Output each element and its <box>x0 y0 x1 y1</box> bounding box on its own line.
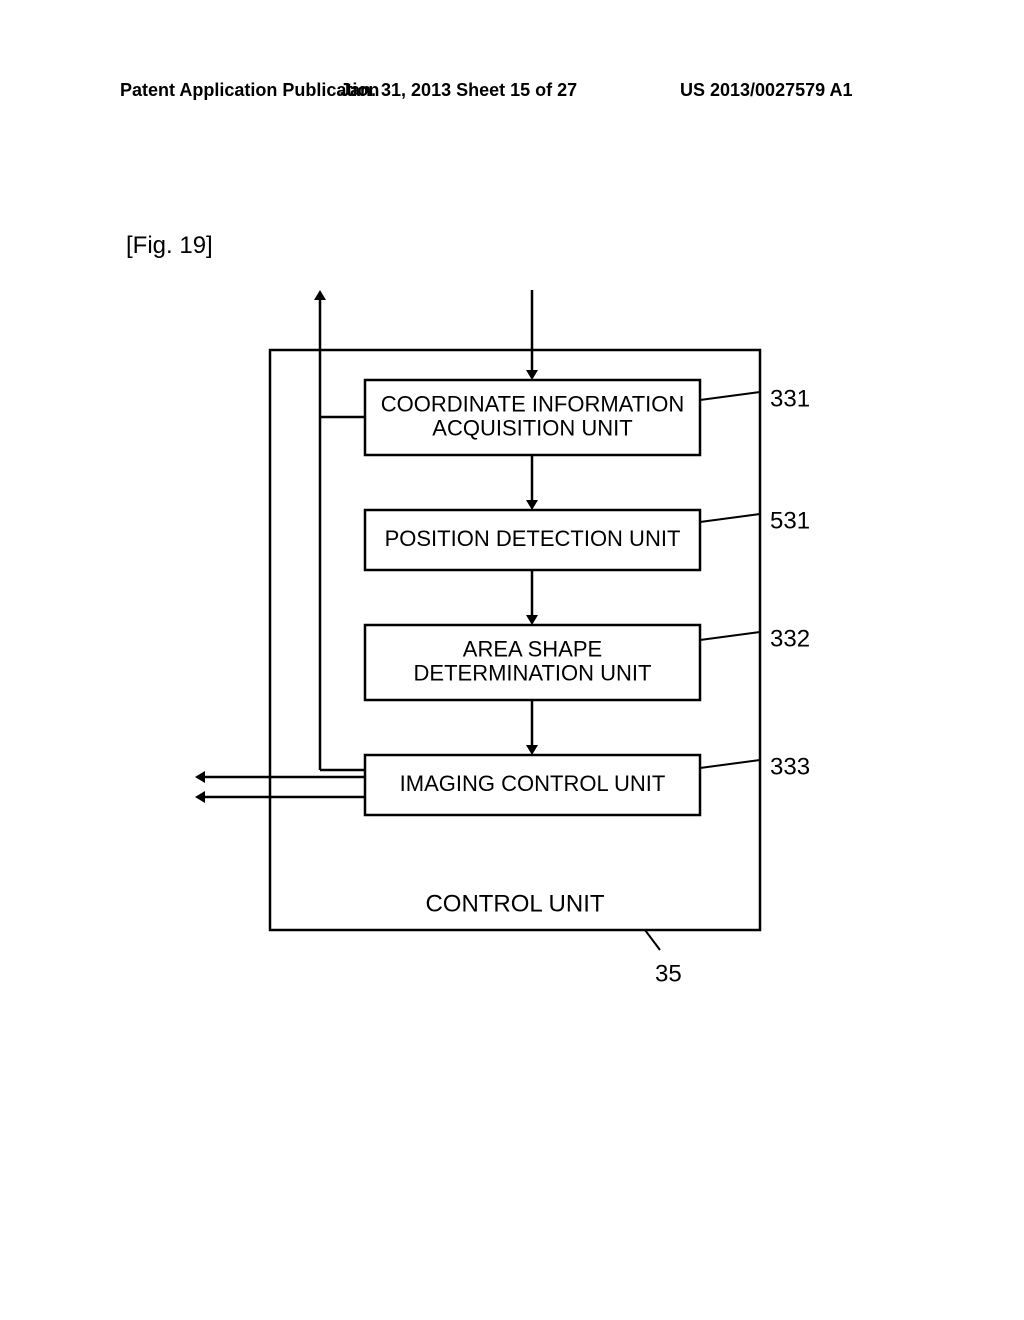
figure-label: [Fig. 19] <box>126 232 213 260</box>
svg-text:POSITION DETECTION UNIT: POSITION DETECTION UNIT <box>385 526 681 551</box>
svg-text:531: 531 <box>770 507 810 534</box>
svg-text:AREA SHAPE: AREA SHAPE <box>463 636 602 661</box>
svg-text:CONTROL UNIT: CONTROL UNIT <box>425 890 604 917</box>
svg-text:35: 35 <box>655 960 682 987</box>
svg-text:331: 331 <box>770 385 810 412</box>
svg-text:IMAGING CONTROL UNIT: IMAGING CONTROL UNIT <box>400 771 666 796</box>
svg-text:332: 332 <box>770 625 810 652</box>
header-center: Jan. 31, 2013 Sheet 15 of 27 <box>340 80 577 101</box>
block-diagram: CONTROL UNIT 35 COORDINATE INFORMATIONACQU… <box>0 280 1024 1000</box>
diagram-area: CONTROL UNIT35COORDINATE INFORMATIONACQU… <box>0 280 1024 980</box>
svg-text:333: 333 <box>770 753 810 780</box>
svg-text:DETERMINATION UNIT: DETERMINATION UNIT <box>414 660 652 685</box>
svg-text:ACQUISITION UNIT: ACQUISITION UNIT <box>432 415 632 440</box>
svg-text:COORDINATE INFORMATION: COORDINATE INFORMATION <box>381 391 685 416</box>
header-right: US 2013/0027579 A1 <box>680 80 852 101</box>
